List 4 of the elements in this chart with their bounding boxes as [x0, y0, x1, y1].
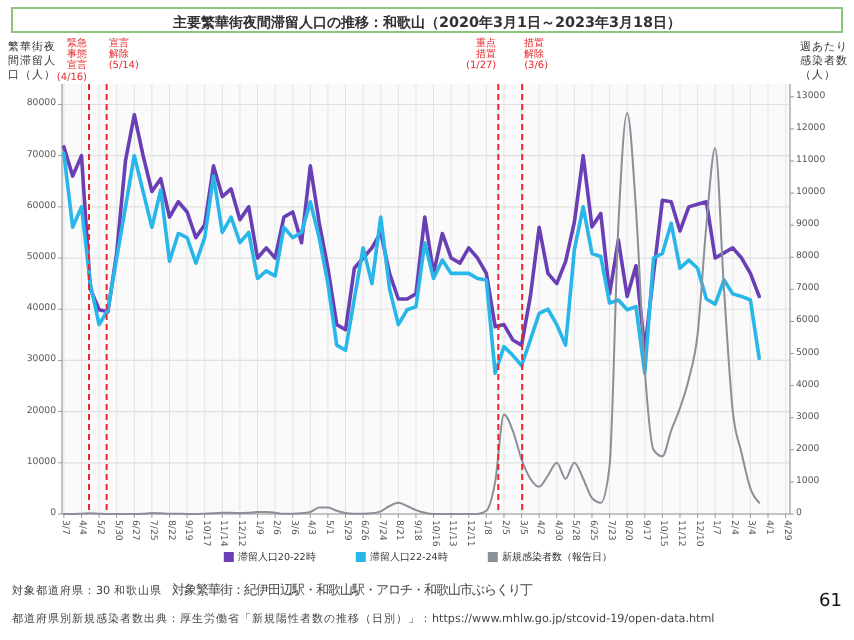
- text: 61: [819, 592, 842, 612]
- line-series: [62, 111, 761, 515]
- line-series: [62, 151, 761, 376]
- line-series: [62, 112, 761, 352]
